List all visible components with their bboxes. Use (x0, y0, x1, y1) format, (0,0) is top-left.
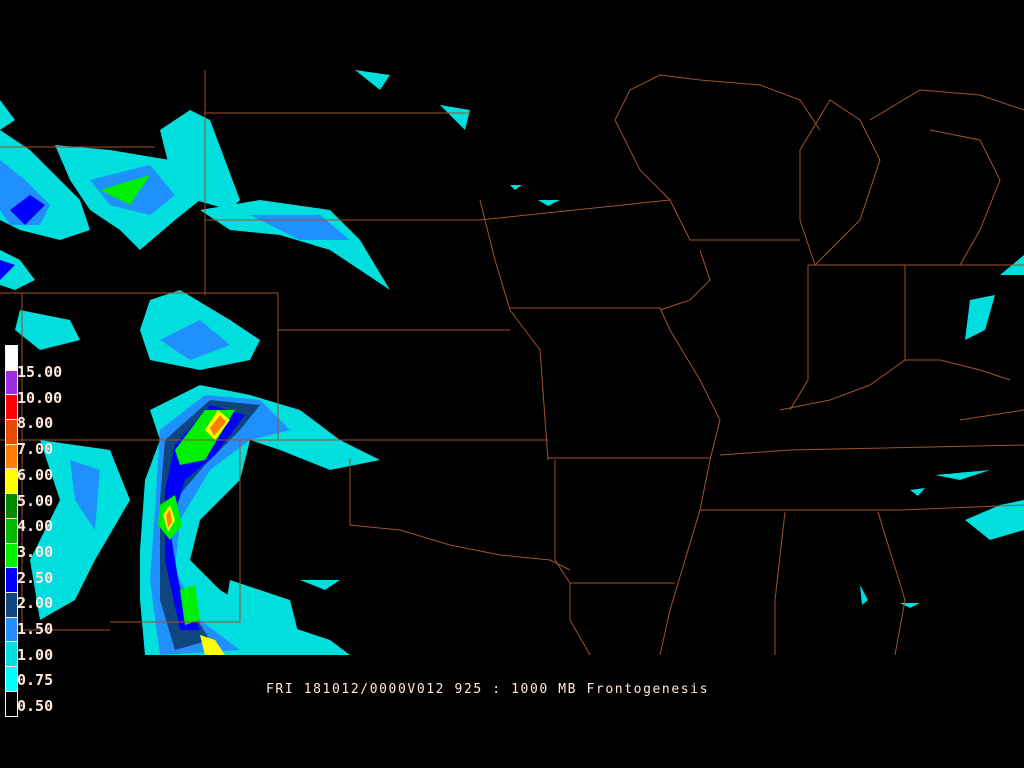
legend-label: 5.00 (17, 491, 54, 510)
contour-region (900, 603, 920, 608)
legend-swatch (6, 346, 17, 371)
contour-region (70, 460, 100, 530)
contour-region (0, 100, 15, 130)
contour-region (965, 295, 995, 340)
contour-region (10, 195, 45, 225)
legend-swatch (6, 420, 17, 445)
legend-label: 15.00 (17, 363, 63, 381)
legend-swatch (6, 543, 17, 569)
legend-label: 0.50 (17, 697, 54, 716)
contour-region (210, 415, 226, 436)
legend-swatch (6, 370, 17, 396)
contour-region (100, 175, 150, 205)
color-legend (5, 345, 18, 718)
legend-label: 1.50 (17, 620, 54, 638)
legend-label: 1.00 (17, 645, 54, 664)
contour-region (166, 509, 172, 528)
contour-region (510, 185, 522, 190)
legend-swatch (6, 395, 17, 421)
contour-region (200, 635, 225, 655)
contour-region (15, 310, 80, 350)
contour-region (180, 585, 200, 625)
contour-region (0, 260, 15, 280)
legend-label: 0.75 (17, 671, 54, 690)
legend-swatch (6, 691, 17, 717)
legend-swatch (6, 494, 17, 519)
contour-region (0, 250, 35, 290)
map-title: FRI 181012/0000V012 925 : 1000 MB Fronto… (266, 682, 710, 697)
legend-label: 2.00 (17, 594, 54, 613)
legend-label: 3.00 (17, 542, 54, 561)
legend-label: 2.50 (17, 568, 54, 587)
contour-region (355, 70, 390, 90)
contour-region (30, 440, 130, 620)
legend-label: 10.00 (17, 388, 63, 407)
legend-label: 4.00 (17, 517, 54, 536)
legend-label: 8.00 (17, 414, 54, 433)
contour-region (910, 488, 925, 496)
contour-region (225, 580, 300, 640)
contour-region (160, 320, 230, 360)
contour-region (538, 200, 560, 206)
legend-label: 7.00 (17, 440, 54, 459)
contour-region (935, 470, 990, 480)
legend-swatch (6, 592, 17, 618)
contour-region (160, 110, 240, 210)
legend-swatch (6, 444, 17, 470)
legend-swatch (6, 642, 17, 667)
legend-label: 6.00 (17, 465, 54, 484)
legend-swatch (6, 469, 17, 495)
contour-region (860, 585, 868, 605)
contour-region (300, 580, 340, 590)
legend-swatch (6, 617, 17, 643)
contour-region (250, 215, 350, 240)
legend-swatch (6, 666, 17, 692)
frontogenesis-contours (0, 70, 1024, 655)
state-boundaries (0, 70, 1024, 656)
contour-region (965, 500, 1024, 540)
contour-region (440, 105, 470, 130)
legend-swatch (6, 568, 17, 593)
legend-swatch (6, 518, 17, 544)
contour-region (200, 200, 390, 290)
